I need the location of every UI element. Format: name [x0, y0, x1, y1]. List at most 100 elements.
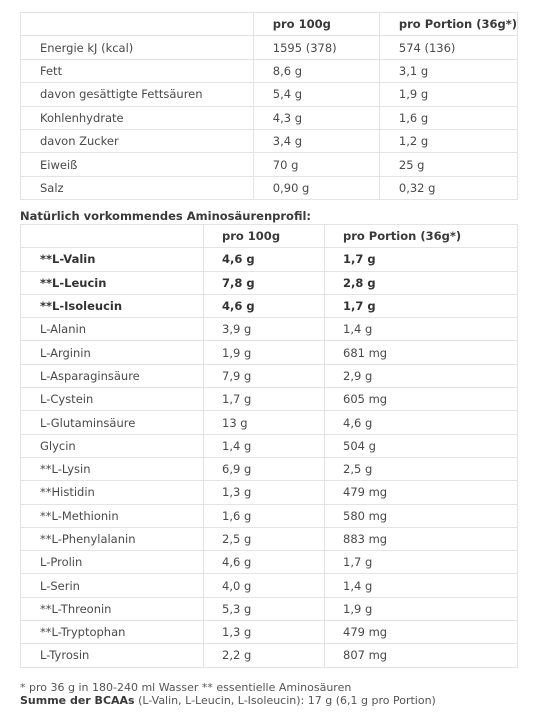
row-label: L-Arginin — [20, 340, 204, 365]
value-per-100g: 3,9 g — [203, 317, 325, 342]
column-header: pro Portion (36g*) — [324, 223, 518, 249]
value-per-portion: 1,4 g — [324, 573, 518, 598]
row-label: **L-Tryptophan — [20, 620, 204, 645]
table-row: **L-Tryptophan 1,3 g 479 mg — [20, 620, 518, 645]
value-per-100g: 4,0 g — [203, 573, 325, 598]
table-row: L-Prolin 4,6 g 1,7 g — [20, 550, 518, 575]
row-label: **L-Lysin — [20, 456, 204, 482]
value-per-100g: 1,3 g — [203, 480, 325, 505]
row-label: Salz — [20, 175, 254, 201]
table-row: L-Alanin 3,9 g 1,4 g — [20, 317, 518, 342]
value-per-100g: 3,4 g — [252, 128, 380, 154]
value-per-portion: 479 mg — [324, 480, 518, 505]
value-per-portion: 1,7 g — [324, 550, 518, 575]
value-per-portion: 1,9 g — [378, 82, 519, 107]
value-per-100g: 2,5 g — [203, 526, 325, 552]
table-row: L-Serin 4,0 g 1,4 g — [20, 573, 518, 598]
value-per-100g: 7,8 g — [203, 270, 325, 295]
value-per-100g: 1,7 g — [203, 387, 325, 412]
value-per-portion: 1,7 g — [324, 293, 518, 319]
value-per-100g: 13 g — [203, 410, 325, 435]
value-per-100g: 8,6 g — [252, 58, 380, 84]
value-per-portion: 807 mg — [324, 643, 518, 668]
table-row: L-Asparaginsäure 7,9 g 2,9 g — [20, 363, 518, 389]
row-label: **L-Valin — [20, 247, 204, 272]
table-row: Energie kJ (kcal) 1595 (378) 574 (136) — [20, 35, 519, 60]
column-header: pro Portion (36g*) — [378, 11, 519, 37]
table-row: davon gesättigte Fettsäuren 5,4 g 1,9 g — [20, 82, 519, 107]
footnote-bcaa: Summe der BCAAs (L-Valin, L-Leucin, L-Is… — [20, 694, 436, 707]
table-header-row: pro 100g pro Portion (36g*) — [20, 223, 518, 249]
row-label: L-Cystein — [20, 387, 204, 412]
value-per-100g: 4,6 g — [203, 247, 325, 272]
row-label: L-Asparaginsäure — [20, 363, 204, 389]
table-row: Kohlenhydrate 4,3 g 1,6 g — [20, 105, 519, 130]
value-per-100g: 5,3 g — [203, 596, 325, 622]
value-per-portion: 574 (136) — [378, 35, 519, 60]
row-label: L-Serin — [20, 573, 204, 598]
table-row: **L-Valin 4,6 g 1,7 g — [20, 247, 518, 272]
table-row: **L-Methionin 1,6 g 580 mg — [20, 503, 518, 528]
bcaa-label: Summe der BCAAs — [20, 694, 135, 707]
table-row: **L-Leucin 7,8 g 2,8 g — [20, 270, 518, 295]
row-label: **L-Isoleucin — [20, 293, 204, 319]
table-row: L-Arginin 1,9 g 681 mg — [20, 340, 518, 365]
table-row: Fett 8,6 g 3,1 g — [20, 58, 519, 84]
value-per-100g: 1595 (378) — [252, 35, 380, 60]
value-per-portion: 504 g — [324, 433, 518, 458]
nutrition-table: pro 100g pro Portion (36g*) Energie kJ (kc… — [20, 11, 519, 201]
table-row: **L-Isoleucin 4,6 g 1,7 g — [20, 293, 518, 319]
value-per-100g: 2,2 g — [203, 643, 325, 668]
table-row: **L-Lysin 6,9 g 2,5 g — [20, 456, 518, 482]
value-per-portion: 1,7 g — [324, 247, 518, 272]
value-per-100g: 4,6 g — [203, 550, 325, 575]
value-per-100g: 4,3 g — [252, 105, 380, 130]
row-label: L-Alanin — [20, 317, 204, 342]
row-label: **L-Phenylalanin — [20, 526, 204, 552]
value-per-portion: 681 mg — [324, 340, 518, 365]
value-per-100g: 7,9 g — [203, 363, 325, 389]
row-label: Eiweiß — [20, 152, 254, 177]
value-per-portion: 605 mg — [324, 387, 518, 412]
value-per-100g: 5,4 g — [252, 82, 380, 107]
value-per-portion: 3,1 g — [378, 58, 519, 84]
table-header-row: pro 100g pro Portion (36g*) — [20, 11, 519, 37]
table-row: L-Glutaminsäure 13 g 4,6 g — [20, 410, 518, 435]
table-row: L-Cystein 1,7 g 605 mg — [20, 387, 518, 412]
value-per-portion: 1,4 g — [324, 317, 518, 342]
footnote-serving: * pro 36 g in 180-240 ml Wasser ** essen… — [20, 681, 352, 694]
row-label: **L-Threonin — [20, 596, 204, 622]
value-per-portion: 0,32 g — [378, 175, 519, 201]
value-per-portion: 2,8 g — [324, 270, 518, 295]
value-per-portion: 2,9 g — [324, 363, 518, 389]
value-per-100g: 4,6 g — [203, 293, 325, 319]
value-per-portion: 25 g — [378, 152, 519, 177]
row-label: L-Prolin — [20, 550, 204, 575]
row-label: **L-Leucin — [20, 270, 204, 295]
column-header: pro 100g — [203, 223, 325, 249]
value-per-portion: 2,5 g — [324, 456, 518, 482]
value-per-portion: 1,9 g — [324, 596, 518, 622]
value-per-portion: 883 mg — [324, 526, 518, 552]
table-row: Glycin 1,4 g 504 g — [20, 433, 518, 458]
table-row: Salz 0,90 g 0,32 g — [20, 175, 519, 201]
value-per-100g: 1,4 g — [203, 433, 325, 458]
row-label: Energie kJ (kcal) — [20, 35, 254, 60]
value-per-portion: 4,6 g — [324, 410, 518, 435]
row-label: Kohlenhydrate — [20, 105, 254, 130]
row-label: davon Zucker — [20, 128, 254, 154]
value-per-100g: 6,9 g — [203, 456, 325, 482]
bcaa-text: (L-Valin, L-Leucin, L-Isoleucin): 17 g (… — [134, 694, 436, 707]
table-row: Eiweiß 70 g 25 g — [20, 152, 519, 177]
value-per-100g: 1,6 g — [203, 503, 325, 528]
amino-acid-table: pro 100g pro Portion (36g*) **L-Valin 4,6 g… — [20, 223, 518, 668]
amino-section-title: Natürlich vorkommendes Aminosäurenprofil… — [20, 209, 312, 223]
value-per-portion: 580 mg — [324, 503, 518, 528]
row-label: L-Tyrosin — [20, 643, 204, 668]
row-label: Glycin — [20, 433, 204, 458]
value-per-portion: 479 mg — [324, 620, 518, 645]
row-label: **Histidin — [20, 480, 204, 505]
row-label: davon gesättigte Fettsäuren — [20, 82, 254, 107]
row-label: L-Glutaminsäure — [20, 410, 204, 435]
value-per-100g: 0,90 g — [252, 175, 380, 201]
